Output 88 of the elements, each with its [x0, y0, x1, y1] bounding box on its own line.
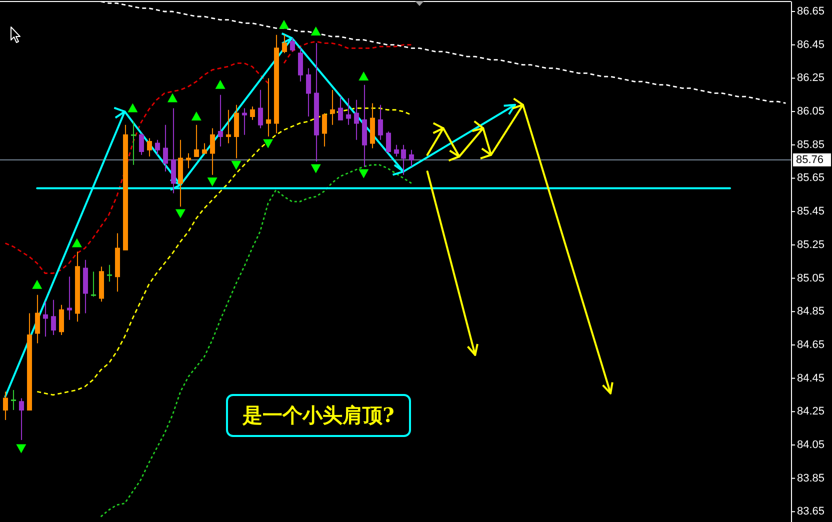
- annotation: 是一个小头肩顶?: [242, 403, 394, 427]
- point: [72, 238, 82, 248]
- candlestick: [115, 232, 120, 292]
- candlestick: [186, 152, 191, 169]
- candlestick: [43, 301, 48, 338]
- point: [168, 93, 178, 102]
- point: [191, 112, 202, 121]
- candlestick: [409, 149, 414, 168]
- ref-line-label: 85.76: [796, 154, 824, 166]
- point: [175, 209, 186, 218]
- line-series: [100, 164, 412, 518]
- y-tick-label: 83.65: [797, 506, 825, 518]
- candlestick: [306, 68, 311, 118]
- candlestick: [139, 132, 144, 156]
- candlestick: [163, 124, 168, 172]
- y-tick-label: 84.45: [797, 372, 825, 384]
- candlestick: [147, 138, 152, 158]
- candlestick: [322, 112, 327, 148]
- y-tick-label: 86.25: [797, 72, 825, 84]
- candlestick: [75, 251, 80, 322]
- point: [16, 444, 26, 454]
- candlestick: [290, 38, 295, 52]
- point: [263, 139, 274, 148]
- point: [128, 103, 138, 112]
- candlestick: [59, 304, 64, 336]
- point: [279, 20, 289, 29]
- y-tick-label: 83.85: [797, 472, 825, 484]
- candlestick: [67, 276, 72, 320]
- candlestick: [298, 48, 303, 82]
- candlestick: [202, 142, 207, 154]
- candlestick: [171, 108, 176, 194]
- candlestick: [91, 271, 96, 298]
- candlestick: [11, 389, 16, 410]
- candlestick: [178, 139, 183, 208]
- y-tick-label: 86.45: [797, 38, 825, 51]
- candlestick: [27, 312, 32, 410]
- point: [358, 169, 369, 178]
- candlestick: [51, 299, 56, 336]
- candlestick: [242, 108, 247, 136]
- candlestick: [107, 264, 112, 282]
- point: [310, 26, 321, 36]
- y-tick-label: 84.25: [797, 406, 825, 418]
- candlestick: [99, 266, 104, 302]
- candlestick: [354, 99, 359, 140]
- candlestick: [282, 34, 287, 54]
- point: [310, 164, 321, 174]
- candlestick: [234, 104, 239, 159]
- candlestick: [155, 139, 160, 156]
- candlestick: [35, 294, 40, 344]
- candlestick: [401, 144, 406, 176]
- y-tick-label: 86.65: [797, 6, 825, 18]
- point: [207, 178, 218, 187]
- candlestick: [394, 144, 399, 158]
- point: [358, 72, 369, 81]
- point: [215, 80, 226, 89]
- candlestick: [378, 104, 383, 140]
- y-tick-label: 84.05: [797, 438, 825, 451]
- line-series: [36, 108, 412, 396]
- candlestick: [346, 98, 351, 126]
- candlestick: [338, 96, 343, 120]
- candlestick: [3, 391, 8, 420]
- candlestick: [370, 102, 375, 149]
- y-tick-label: 85.05: [797, 272, 825, 284]
- point: [231, 160, 242, 170]
- candlestick: [266, 78, 271, 138]
- y-tick-label: 84.65: [797, 338, 825, 351]
- candlestick: [362, 84, 367, 168]
- candlestick: [19, 398, 24, 440]
- candlestick: [330, 89, 335, 126]
- candlestick: [314, 42, 319, 162]
- y-tick-label: 85.45: [797, 206, 825, 218]
- candlestick: [258, 89, 263, 129]
- y-tick-label: 85.85: [797, 138, 825, 151]
- candlestick: [194, 124, 199, 158]
- y-tick-label: 85.25: [797, 238, 825, 251]
- candlestick: [226, 109, 231, 144]
- candlestick: [83, 259, 88, 314]
- candlestick: [218, 94, 223, 148]
- candlestick: [210, 128, 215, 176]
- y-tick-label: 84.85: [797, 306, 825, 318]
- y-tick-label: 85.65: [797, 172, 825, 184]
- point: [32, 280, 42, 289]
- candlestick: [274, 34, 279, 134]
- candlestick: [386, 131, 391, 154]
- candlestick: [250, 106, 255, 120]
- candlestick: [131, 121, 136, 166]
- y-tick-label: 86.05: [797, 106, 825, 118]
- candlestick: [123, 124, 128, 250]
